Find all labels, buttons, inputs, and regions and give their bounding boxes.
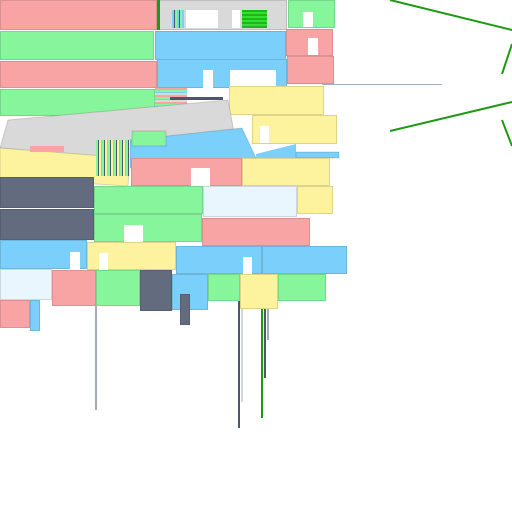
stripe-slate-mid	[170, 97, 223, 100]
line-green-spike-3	[389, 101, 512, 132]
notch-gray-top	[186, 10, 218, 28]
rule-horizontal	[322, 84, 442, 85]
notch-blue-2a	[203, 70, 213, 88]
stripe-top-edge	[157, 0, 160, 30]
block-blue-5	[262, 246, 347, 274]
block-red-5	[202, 218, 310, 246]
notch-yellow-2	[260, 126, 269, 143]
block-yellow-6	[240, 274, 278, 309]
notch-green-topright	[303, 12, 313, 27]
notch-blue-4	[243, 257, 252, 274]
block-yellow-3	[242, 158, 330, 186]
block-slate-3	[140, 270, 172, 311]
stripe-top-multi	[172, 10, 184, 28]
notch-green-4	[124, 225, 143, 242]
block-yellow-4	[297, 186, 333, 214]
notch-gray-top-2	[232, 10, 240, 28]
block-ice-1	[203, 186, 297, 217]
notch-blue-3	[70, 252, 80, 269]
block-slate-4	[180, 294, 190, 325]
small-green-bar	[131, 130, 167, 147]
skew-blue-sliver	[256, 144, 296, 158]
line-green-spike-4	[501, 119, 512, 147]
block-slate-2	[0, 209, 94, 240]
stripe-green-top	[242, 10, 267, 28]
block-red-7	[0, 300, 30, 328]
block-green-6	[208, 274, 240, 301]
notch-yellow-5	[99, 253, 108, 270]
stripe-vertical-dense	[96, 140, 130, 176]
notch-blue-2b	[230, 70, 276, 88]
block-red-1	[0, 0, 157, 30]
notch-red-3	[308, 38, 318, 55]
block-slate-1	[0, 177, 94, 208]
block-ice-2	[0, 269, 52, 300]
block-yellow-1	[229, 86, 324, 115]
block-green-7	[278, 274, 326, 301]
line-green-spike-2	[501, 43, 512, 75]
block-red-4	[287, 56, 334, 84]
block-green-5	[96, 270, 140, 306]
small-red-bar	[30, 146, 64, 152]
line-green-spike-1	[389, 0, 512, 31]
block-blue-7	[30, 300, 40, 331]
block-red-2	[0, 61, 157, 88]
block-green-4	[94, 214, 202, 242]
block-green-3	[94, 186, 203, 214]
notch-red-center	[191, 168, 210, 186]
block-red-center	[131, 158, 242, 186]
block-red-6	[52, 270, 96, 306]
block-blue-6	[172, 274, 208, 310]
block-green-1	[0, 31, 154, 60]
